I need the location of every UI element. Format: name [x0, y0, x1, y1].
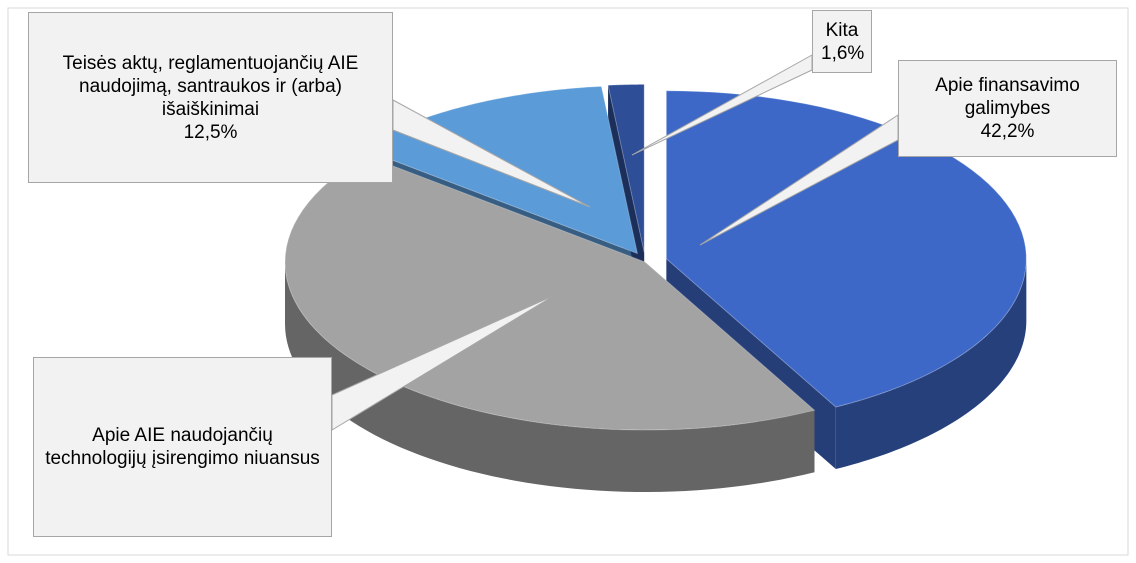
callout-label: Apie AIE naudojančių technologijų įsiren… — [33, 357, 332, 537]
callout-label: Apie finansavimo galimybes 42,2% — [898, 60, 1117, 157]
slice-side — [835, 258, 1027, 470]
callout-label: Teisės aktų, reglamentuojančių AIE naudo… — [28, 12, 393, 183]
frame — [7, 7, 1129, 556]
value-label: 1,6% — [821, 42, 865, 64]
callout-pointer — [392, 99, 591, 208]
category-label: Teisės aktų, reglamentuojančių AIE naudo… — [62, 52, 359, 120]
category-label: Apie AIE naudojančių technologijų įsiren… — [45, 425, 320, 469]
slice-side — [285, 262, 815, 492]
slice — [607, 83, 645, 253]
slice-cut-face — [608, 85, 645, 315]
value-label: 42,2% — [980, 121, 1035, 142]
callout-label: Kita 1,6% — [812, 10, 872, 73]
category-label: Kita — [825, 19, 859, 41]
callout-pointer — [331, 294, 556, 431]
slice — [665, 90, 1027, 408]
value-label: 12,5% — [183, 121, 238, 143]
category-label: Apie finansavimo galimybes — [935, 75, 1080, 119]
